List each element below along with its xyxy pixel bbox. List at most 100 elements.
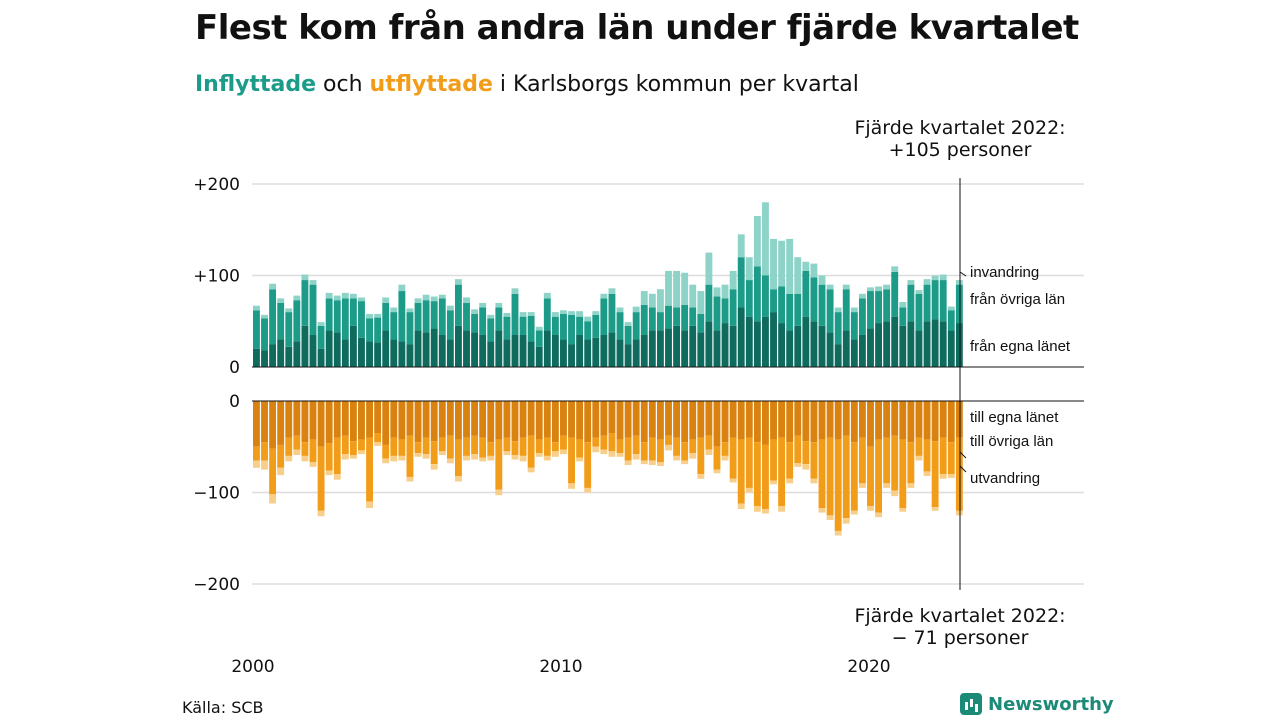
- bar-inflow-other-counties: [915, 293, 923, 331]
- bar-inflow-immigration: [818, 275, 826, 285]
- bar-inflow-other-counties: [560, 313, 567, 340]
- bar-inflow-own-county: [333, 332, 341, 367]
- bar-inflow-own-county: [390, 339, 398, 367]
- bar-inflow-own-county: [535, 346, 543, 367]
- bar-outflow-own-county: [519, 401, 527, 438]
- bar-outflow-own-county: [325, 401, 333, 444]
- bar-outflow-other-counties: [576, 439, 584, 458]
- bar-inflow-other-counties: [624, 325, 632, 345]
- bar-inflow-own-county: [624, 344, 632, 368]
- bar-outflow-own-county: [697, 401, 705, 438]
- bar-outflow-emigration: [317, 510, 325, 517]
- bar-outflow-own-county: [390, 401, 398, 438]
- bar-inflow-own-county: [721, 323, 729, 367]
- bar-inflow-immigration: [269, 283, 277, 290]
- bar-outflow-other-counties: [770, 439, 777, 481]
- bar-outflow-own-county: [511, 401, 519, 442]
- bar-inflow-own-county: [422, 332, 430, 367]
- bar-outflow-own-county: [584, 401, 592, 443]
- bar-inflow-immigration: [366, 313, 373, 319]
- bar-outflow-emigration: [519, 455, 527, 462]
- bar-inflow-immigration: [374, 313, 382, 318]
- bar-inflow-other-counties: [358, 301, 365, 338]
- bar-inflow-other-counties: [301, 280, 309, 326]
- bar-outflow-own-county: [762, 401, 769, 445]
- bar-inflow-other-counties: [955, 284, 963, 324]
- bar-inflow-immigration: [301, 274, 309, 281]
- bar-inflow-immigration: [576, 311, 584, 317]
- bar-inflow-other-counties: [414, 302, 422, 331]
- bar-outflow-other-counties: [697, 437, 705, 475]
- bar-outflow-emigration: [471, 454, 479, 460]
- bar-outflow-own-county: [802, 401, 810, 442]
- bar-outflow-own-county: [729, 401, 737, 438]
- bar-outflow-other-counties: [414, 442, 422, 454]
- bar-outflow-other-counties: [277, 444, 285, 468]
- bar-inflow-immigration: [778, 240, 786, 287]
- bar-inflow-own-county: [915, 330, 923, 367]
- bar-outflow-other-counties: [446, 435, 454, 459]
- bar-inflow-own-county: [939, 321, 947, 367]
- bar-outflow-own-county: [867, 401, 874, 447]
- bar-inflow-own-county: [810, 321, 818, 367]
- bar-inflow-immigration: [745, 257, 753, 281]
- bar-inflow-own-county: [487, 341, 495, 367]
- y-tick-label-bottom: −100: [193, 484, 240, 504]
- bar-inflow-immigration: [503, 313, 511, 317]
- x-tick-label: 2010: [539, 657, 582, 677]
- bar-outflow-emigration: [842, 518, 850, 524]
- bar-outflow-other-counties: [269, 448, 277, 495]
- bar-inflow-other-counties: [705, 284, 713, 322]
- leader-till-ovriga-lan: [959, 451, 967, 459]
- bar-outflow-own-county: [341, 401, 349, 436]
- bar-inflow-immigration: [632, 306, 640, 313]
- bar-inflow-immigration: [414, 298, 422, 303]
- bar-outflow-own-county: [576, 401, 584, 440]
- bar-inflow-immigration: [293, 295, 301, 301]
- bar-outflow-own-county: [333, 401, 341, 438]
- bar-outflow-other-counties: [786, 442, 794, 479]
- bar-inflow-immigration: [665, 270, 672, 306]
- bar-outflow-other-counties: [503, 437, 511, 452]
- bar-outflow-other-counties: [794, 435, 802, 464]
- bar-inflow-own-county: [632, 339, 640, 367]
- bar-inflow-own-county: [640, 334, 648, 367]
- bar-outflow-other-counties: [487, 442, 495, 456]
- bar-outflow-emigration: [366, 501, 373, 509]
- bar-inflow-other-counties: [551, 316, 559, 335]
- bar-outflow-other-counties: [745, 437, 753, 488]
- bar-outflow-own-county: [382, 401, 390, 445]
- bar-outflow-emigration: [648, 460, 656, 466]
- bar-inflow-own-county: [834, 344, 842, 368]
- annotation-bottom: Fjärde kvartalet 2022: − 71 personer: [820, 605, 1100, 650]
- bar-outflow-emigration: [656, 462, 664, 466]
- bar-outflow-own-county: [551, 401, 559, 443]
- bar-outflow-emigration: [253, 460, 260, 468]
- bar-inflow-other-counties: [479, 307, 487, 335]
- bar-outflow-other-counties: [826, 437, 834, 516]
- bar-inflow-immigration: [875, 286, 883, 292]
- bar-outflow-emigration: [640, 460, 648, 465]
- bar-inflow-other-counties: [883, 289, 891, 322]
- bar-inflow-immigration: [568, 311, 575, 315]
- bar-inflow-own-county: [947, 330, 955, 367]
- bar-outflow-emigration: [705, 449, 713, 455]
- bar-inflow-own-county: [745, 316, 753, 368]
- bar-outflow-own-county: [406, 401, 414, 436]
- bar-inflow-own-county: [471, 332, 479, 367]
- bar-inflow-immigration: [535, 326, 543, 331]
- bar-outflow-own-county: [858, 401, 866, 438]
- bar-outflow-own-county: [883, 401, 891, 438]
- bar-outflow-emigration: [778, 506, 786, 512]
- bar-outflow-other-counties: [438, 437, 446, 452]
- bar-inflow-own-county: [842, 330, 850, 367]
- bar-outflow-emigration: [802, 464, 810, 470]
- bar-inflow-immigration: [600, 293, 608, 299]
- bar-inflow-own-county: [753, 321, 761, 367]
- bar-outflow-emigration: [479, 457, 487, 462]
- bar-inflow-immigration: [454, 279, 462, 285]
- bar-inflow-other-counties: [875, 291, 883, 324]
- bar-inflow-immigration: [430, 296, 438, 302]
- bar-inflow-immigration: [705, 252, 713, 285]
- bar-outflow-other-counties: [842, 435, 850, 519]
